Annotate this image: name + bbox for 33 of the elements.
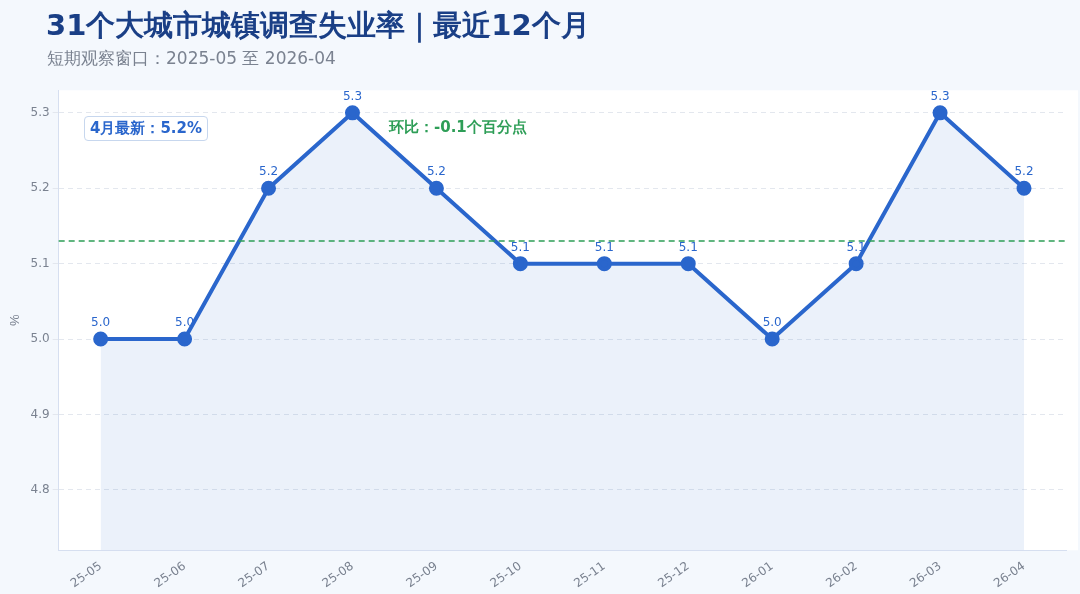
point (680, 256, 696, 272)
data-label: 5.1 (594, 239, 614, 254)
y-axis-title: % (7, 313, 23, 326)
data-label: 5.1 (510, 239, 530, 254)
point (428, 180, 444, 196)
y-tick-label: 5.2 (30, 180, 50, 195)
point (596, 256, 612, 272)
data-label: 5.3 (930, 88, 950, 103)
y-tick-label: 4.9 (30, 406, 50, 421)
data-label: 5.0 (91, 315, 111, 330)
point (344, 105, 360, 121)
data-label: 5.2 (258, 164, 279, 179)
point (177, 331, 193, 347)
data-label: 5.0 (762, 315, 782, 330)
point (1016, 180, 1032, 196)
point (93, 331, 109, 347)
y-tick-label: 5.3 (30, 104, 50, 119)
point (512, 256, 528, 272)
annotation: 环比：-0.1个百分点 (389, 118, 527, 137)
chart-title: 31个大城市城镇调查失业率｜最近12个月 (46, 7, 590, 45)
data-label: 5.3 (342, 88, 363, 103)
data-label: 5.2 (1014, 164, 1034, 179)
data-label: 5.2 (426, 164, 446, 179)
data-label: 5.1 (678, 239, 698, 254)
point (932, 105, 948, 121)
y-tick-label: 5.1 (30, 255, 50, 270)
point (764, 331, 780, 347)
point (261, 180, 277, 196)
y-tick-label: 4.8 (30, 482, 50, 496)
chart-subtitle: 短期观察窗口：2025-05 至 2026-04 (47, 47, 336, 70)
annotation: 4月最新：5.2% (84, 116, 209, 141)
y-tick-label: 5.0 (30, 331, 50, 346)
point (848, 256, 864, 272)
